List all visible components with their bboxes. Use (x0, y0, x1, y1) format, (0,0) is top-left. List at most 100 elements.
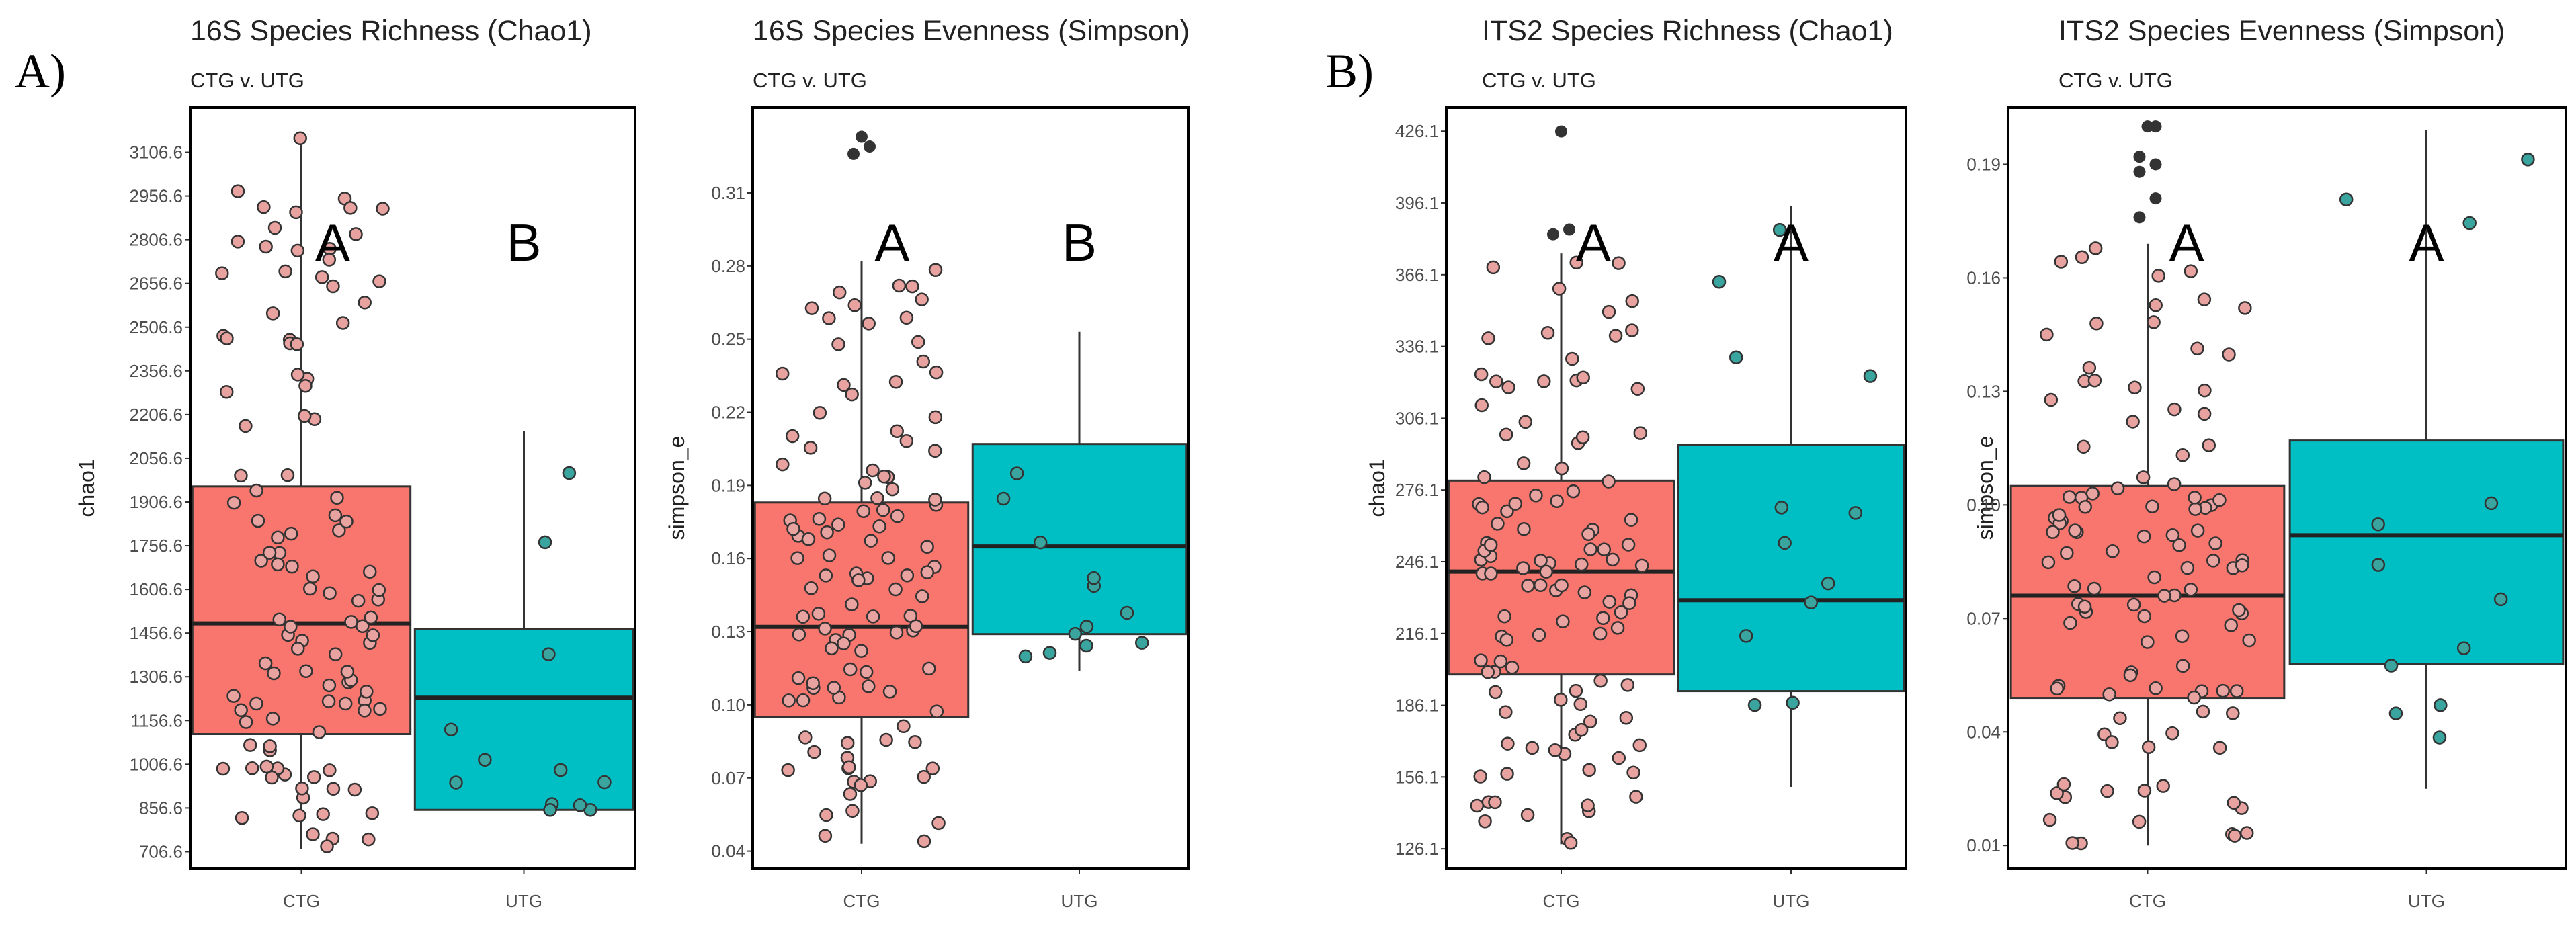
sample-point (818, 829, 833, 843)
sample-point (245, 761, 259, 775)
sample-point (2197, 292, 2212, 306)
sample-point (543, 803, 557, 817)
sample-point (872, 519, 886, 534)
sample-point (909, 619, 923, 633)
sample-point (239, 419, 253, 433)
sample-point (326, 782, 341, 796)
sample-point (905, 279, 919, 294)
sample-point (1633, 426, 1648, 440)
sample-point (278, 264, 292, 279)
y-tick-label: 2356.6 (129, 361, 183, 381)
y-tick-label: 1756.6 (129, 536, 183, 556)
sample-point (1606, 552, 1620, 567)
sample-point (1497, 609, 1511, 624)
sample-point (2141, 635, 2155, 649)
sample-point (2113, 711, 2127, 726)
sample-point (2085, 487, 2100, 501)
sample-point (215, 266, 229, 280)
sample-point (299, 664, 313, 679)
y-tick-label: 0.16 (711, 548, 745, 568)
sample-point (822, 548, 837, 562)
sample-point (1474, 367, 1489, 382)
sample-point (254, 554, 268, 568)
sample-point (1625, 294, 1639, 308)
sample-point (2149, 681, 2163, 695)
y-tick-label: 0.13 (711, 622, 745, 642)
sample-point (259, 759, 274, 774)
sample-point (363, 564, 377, 579)
sample-point (807, 745, 821, 759)
sample-point (843, 787, 858, 801)
sample-point (351, 593, 366, 608)
sample-point (899, 310, 914, 325)
sample-point (2238, 301, 2252, 315)
y-tick-label: 366.1 (1395, 265, 1439, 285)
sample-point (2063, 616, 2077, 630)
sample-point (257, 200, 271, 214)
outlier-point (2133, 165, 2146, 178)
sample-point (1712, 275, 1727, 289)
outlier-point (2149, 158, 2162, 171)
sample-point (1593, 626, 1608, 641)
significance-letter: B (506, 213, 541, 272)
y-tick-label: 2656.6 (129, 273, 183, 294)
x-tick-label: CTG (1543, 891, 1580, 911)
sample-point (263, 739, 277, 753)
outlier-point (1547, 228, 1559, 241)
chart-subtitle: CTG v. UTG (1482, 69, 1596, 92)
sample-point (866, 609, 880, 624)
sample-point (335, 316, 350, 330)
significance-letter: A (2169, 213, 2204, 272)
sample-point (349, 227, 363, 241)
sample-point (1520, 808, 1535, 822)
chart-title: ITS2 Species Richness (Chao1) (1482, 15, 1893, 47)
sample-point (847, 298, 862, 312)
sample-point (781, 763, 795, 777)
sample-point (1602, 304, 1616, 319)
sample-point (851, 573, 866, 587)
sample-point (2227, 829, 2242, 843)
sample-point (2190, 523, 2205, 538)
sample-point (285, 559, 299, 574)
sample-point (235, 811, 249, 825)
sample-point (373, 702, 387, 716)
sample-point (1581, 798, 1595, 812)
sample-point (1554, 578, 1569, 593)
sample-point (2216, 683, 2230, 698)
sample-point (840, 736, 855, 750)
sample-point (1501, 380, 1515, 394)
sample-point (372, 274, 386, 288)
sample-point (1772, 222, 1787, 237)
sample-point (2157, 589, 2171, 603)
sample-point (1134, 636, 1149, 650)
sample-point (1563, 835, 1578, 850)
sample-point (289, 205, 303, 220)
sample-point (2136, 470, 2151, 484)
sample-point (258, 656, 273, 671)
sample-point (298, 379, 313, 393)
sample-point (858, 476, 872, 490)
sample-point (813, 405, 827, 420)
sample-point (1484, 566, 1498, 581)
sample-point (267, 220, 282, 235)
sample-point (1614, 605, 1628, 620)
sample-point (290, 243, 305, 258)
sample-point (2202, 438, 2216, 452)
sample-point (265, 770, 279, 785)
sample-point (1573, 697, 1588, 711)
sample-point (929, 365, 944, 380)
sample-point (2040, 327, 2054, 342)
sample-point (1778, 536, 1792, 550)
y-tick-label: 306.1 (1395, 408, 1439, 428)
y-tick-label: 396.1 (1395, 193, 1439, 213)
sample-point (928, 263, 943, 278)
sample-point (1612, 256, 1626, 270)
sample-point (2434, 698, 2448, 712)
outlier-point (864, 140, 876, 153)
sample-point (876, 503, 890, 517)
sample-point (1087, 571, 1101, 585)
sample-point (338, 696, 353, 711)
sample-point (2149, 298, 2163, 312)
y-axis-label: chao1 (1365, 458, 1389, 517)
sample-point (1517, 522, 1531, 536)
